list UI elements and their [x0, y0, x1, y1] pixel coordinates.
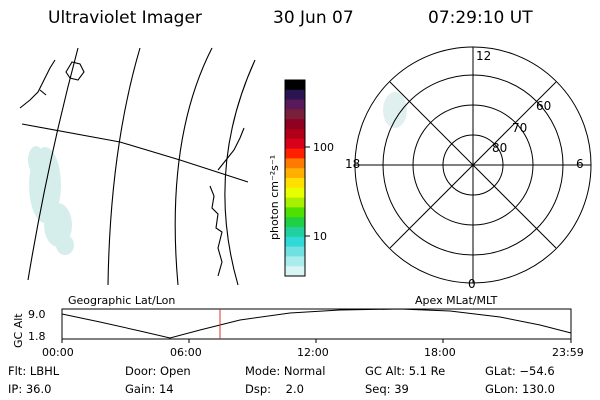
- colorbar-step: [285, 89, 305, 101]
- polar-lat-70: 70: [512, 121, 527, 135]
- alt-plot-frame: [61, 308, 572, 340]
- alt-xtick-0000: 00:00: [42, 346, 74, 359]
- colorbar-tick-label-10: 10: [313, 230, 327, 243]
- polar-label-0: 0: [468, 277, 476, 291]
- info-gain: Gain: 14: [125, 382, 174, 396]
- info-flt: Flt: LBHL: [8, 364, 60, 378]
- polar-label-12: 12: [476, 49, 491, 63]
- polar-diagonal-2: [389, 81, 557, 249]
- alt-xtick-1200: 12:00: [297, 346, 329, 359]
- colorbar-step: [285, 80, 305, 91]
- info-glat: GLat: −54.6: [485, 364, 555, 378]
- colorbar-step: [285, 158, 305, 169]
- polar-label-6: 6: [576, 157, 584, 171]
- colorbar-step: [285, 99, 305, 110]
- alt-xtick-2359: 23:59: [552, 346, 584, 359]
- colorbar-step: [285, 266, 305, 277]
- meridian-1: [27, 47, 79, 281]
- app-title: Ultraviolet Imager: [48, 8, 202, 28]
- colorbar-step: [285, 138, 305, 150]
- info-ip: IP: 36.0: [8, 382, 52, 396]
- alt-orbit-curve: [61, 308, 572, 339]
- colorbar-frame: [284, 79, 306, 277]
- aurora-glow: [28, 146, 74, 255]
- polar-plot: [354, 46, 592, 284]
- polar-lat-60: 60: [536, 99, 551, 113]
- colorbar-step: [285, 227, 305, 238]
- colorbar-step: [285, 178, 305, 189]
- coastline-north: [217, 127, 245, 171]
- alt-ytick-high: 9.0: [28, 308, 46, 321]
- alt-xtick-0600: 06:00: [170, 346, 202, 359]
- info-gc-alt: GC Alt: 5.1 Re: [365, 364, 446, 378]
- polar-lat-80: 80: [492, 141, 507, 155]
- info-door: Door: Open: [125, 364, 191, 378]
- colorbar-step: [285, 148, 305, 159]
- colorbar-step: [285, 197, 305, 208]
- alt-xtick-1800: 18:00: [424, 346, 456, 359]
- alt-ytick-low: 1.8: [28, 330, 46, 343]
- map-right-label: Apex MLat/MLT: [415, 294, 498, 307]
- meridian-2: [107, 47, 141, 286]
- polar-label-18: 18: [345, 157, 360, 171]
- info-glon: GLon: 130.0: [485, 382, 555, 396]
- colorbar-step: [285, 119, 305, 130]
- colorbar-step: [285, 129, 305, 140]
- alt-ylabel: GC Alt: [12, 313, 25, 348]
- meridian-4: [224, 59, 256, 286]
- colorbar-step: [285, 256, 305, 267]
- coastline-east: [209, 185, 223, 277]
- colorbar-step: [285, 207, 305, 218]
- colorbar: [285, 80, 305, 277]
- latitude-line: [21, 123, 249, 183]
- time-label: 07:29:10 UT: [428, 8, 533, 28]
- colorbar-step: [285, 109, 305, 120]
- coastline: [19, 59, 56, 109]
- colorbar-step: [285, 187, 305, 199]
- date-label: 30 Jun 07: [273, 8, 354, 28]
- meridian-3: [174, 47, 213, 286]
- info-mode: Mode: Normal: [245, 364, 326, 378]
- colorbar-tick-label-100: 100: [313, 141, 334, 154]
- colorbar-step: [285, 217, 305, 228]
- polar-aurora-glow: [383, 92, 407, 128]
- colorbar-step: [285, 236, 305, 248]
- info-dsp: Dsp: 2.0: [245, 382, 304, 396]
- map-left-label: Geographic Lat/Lon: [68, 294, 175, 307]
- colorbar-step: [285, 246, 305, 257]
- colorbar-label: photon cm⁻²s⁻¹: [268, 155, 281, 240]
- coastline-island: [65, 61, 85, 81]
- alt-xticks: [61, 339, 572, 343]
- geographic-map: [19, 47, 256, 286]
- colorbar-step: [285, 168, 305, 179]
- info-seq: Seq: 39: [365, 382, 409, 396]
